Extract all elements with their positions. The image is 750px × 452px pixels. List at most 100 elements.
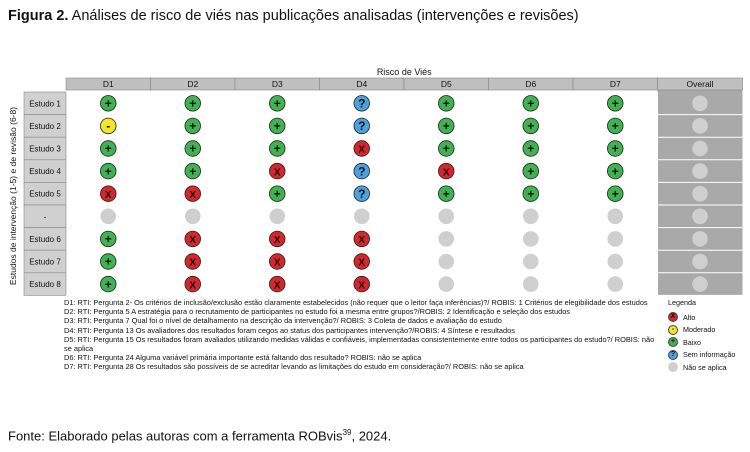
high-mark — [184, 275, 201, 293]
na-mark — [692, 95, 708, 112]
no_info-mark — [353, 162, 370, 180]
low-symbol: + — [527, 142, 534, 156]
low-mark — [438, 95, 455, 112]
high-mark — [100, 185, 117, 202]
high-mark — [353, 253, 370, 270]
na-mark — [438, 231, 455, 247]
low-mark — [607, 117, 624, 135]
low-mark — [438, 140, 455, 157]
na-mark — [269, 208, 286, 225]
na-mark — [692, 163, 708, 179]
low-mark — [100, 230, 117, 248]
low-symbol: + — [274, 97, 281, 111]
high-mark — [269, 230, 286, 248]
legend-item-some: - Moderado — [668, 324, 750, 337]
high-symbol: X — [358, 235, 365, 246]
source-suffix: , 2024. — [351, 428, 392, 444]
low-mark — [184, 117, 201, 135]
low-symbol: + — [612, 97, 619, 111]
low-symbol: + — [189, 164, 196, 178]
low-symbol: + — [189, 119, 196, 133]
high-mark — [269, 253, 286, 270]
na-mark — [522, 253, 539, 270]
na-mark — [522, 276, 539, 292]
low-mark — [522, 162, 539, 180]
low-mark — [100, 253, 117, 270]
high-mark — [353, 275, 370, 293]
low-symbol: + — [105, 164, 112, 178]
na-mark — [692, 185, 708, 202]
na-mark — [692, 118, 708, 134]
row-label: Estudo 8 — [29, 280, 61, 289]
na-mark — [438, 276, 455, 292]
na-mark — [692, 140, 708, 157]
high-mark — [353, 140, 370, 157]
low-mark — [100, 162, 117, 180]
high-symbol: X — [189, 235, 196, 246]
na-mark — [522, 231, 539, 247]
legend-label: Não se aplica — [683, 362, 727, 372]
low-mark — [522, 140, 539, 157]
domain-note: D1: RTI: Pergunta 2- Os critérios de inc… — [64, 298, 648, 307]
domain-note: D3: RTI: Pergunta 7 Qual foi o nível de … — [64, 316, 502, 326]
na-mark — [438, 208, 455, 225]
high-symbol: X — [105, 190, 112, 201]
na-mark — [607, 276, 624, 292]
column-header-overall: Overall — [687, 79, 714, 89]
domain-notes: D1: RTI: Pergunta 2- Os critérios de inc… — [64, 298, 664, 372]
column-header-cell — [657, 77, 743, 91]
legend-swatch-some: - — [668, 324, 678, 335]
low-symbol: + — [612, 119, 619, 133]
low-mark — [100, 140, 117, 157]
domain-note: D4: RTI: Pergunta 13 Os avaliadores dos … — [64, 325, 515, 335]
low-mark — [522, 185, 539, 202]
row-label: Estudo 6 — [29, 235, 61, 244]
high-symbol: X — [358, 258, 365, 269]
high-symbol: X — [274, 235, 281, 246]
low-mark — [607, 162, 624, 180]
legend-label: Moderado — [683, 325, 716, 335]
legend-title: Legenda — [668, 298, 696, 307]
low-mark — [184, 140, 201, 157]
na-mark — [184, 208, 201, 225]
legend-swatch-no_info: ? — [668, 349, 678, 360]
figure-title-text: Análises de risco de viés nas publicaçõe… — [71, 8, 579, 24]
column-header-d1: D1 — [103, 79, 114, 89]
na-mark — [100, 208, 117, 225]
no_info-symbol: ? — [358, 164, 365, 178]
domain-note: D7: RTI: Pergunta 28 Os resultados são p… — [64, 362, 524, 372]
low-mark — [522, 117, 539, 135]
column-header-d5: D5 — [441, 79, 452, 89]
domain-note: D6: RTI: Pergunta 24 Alguma variável pri… — [64, 353, 422, 363]
legend-item-low: + Baixo — [668, 336, 750, 349]
high-mark — [184, 185, 201, 202]
high-mark — [353, 230, 370, 248]
no_info-mark — [353, 185, 370, 202]
high-symbol: X — [358, 145, 365, 156]
high-symbol: X — [189, 190, 196, 201]
high-mark — [438, 162, 455, 180]
low-mark — [438, 185, 455, 202]
domain-note: D5: RTI: Pergunta 15 Os resultados foram… — [64, 334, 655, 354]
low-symbol: + — [189, 142, 196, 156]
no_info-symbol: ? — [358, 97, 365, 111]
low-mark — [269, 185, 286, 202]
legend-item-high: X Alto — [668, 311, 750, 324]
low-symbol: + — [443, 142, 450, 156]
high-mark — [269, 162, 286, 180]
low-symbol: + — [443, 119, 450, 133]
low-mark — [100, 275, 117, 293]
low-mark — [438, 117, 455, 135]
no_info-symbol: ? — [358, 187, 365, 201]
legend-label: Alto — [683, 312, 696, 322]
low-symbol: + — [189, 97, 196, 111]
low-mark — [522, 95, 539, 112]
low-mark — [607, 95, 624, 112]
legend-item-no_info: ? Sem informação — [668, 349, 750, 362]
low-mark — [269, 117, 286, 135]
low-mark — [607, 140, 624, 157]
high-symbol: X — [274, 167, 281, 178]
y-axis-label: Estudos de intervenção (1-5) e de revisã… — [8, 106, 18, 286]
na-mark — [353, 208, 370, 225]
low-symbol: + — [443, 97, 450, 111]
